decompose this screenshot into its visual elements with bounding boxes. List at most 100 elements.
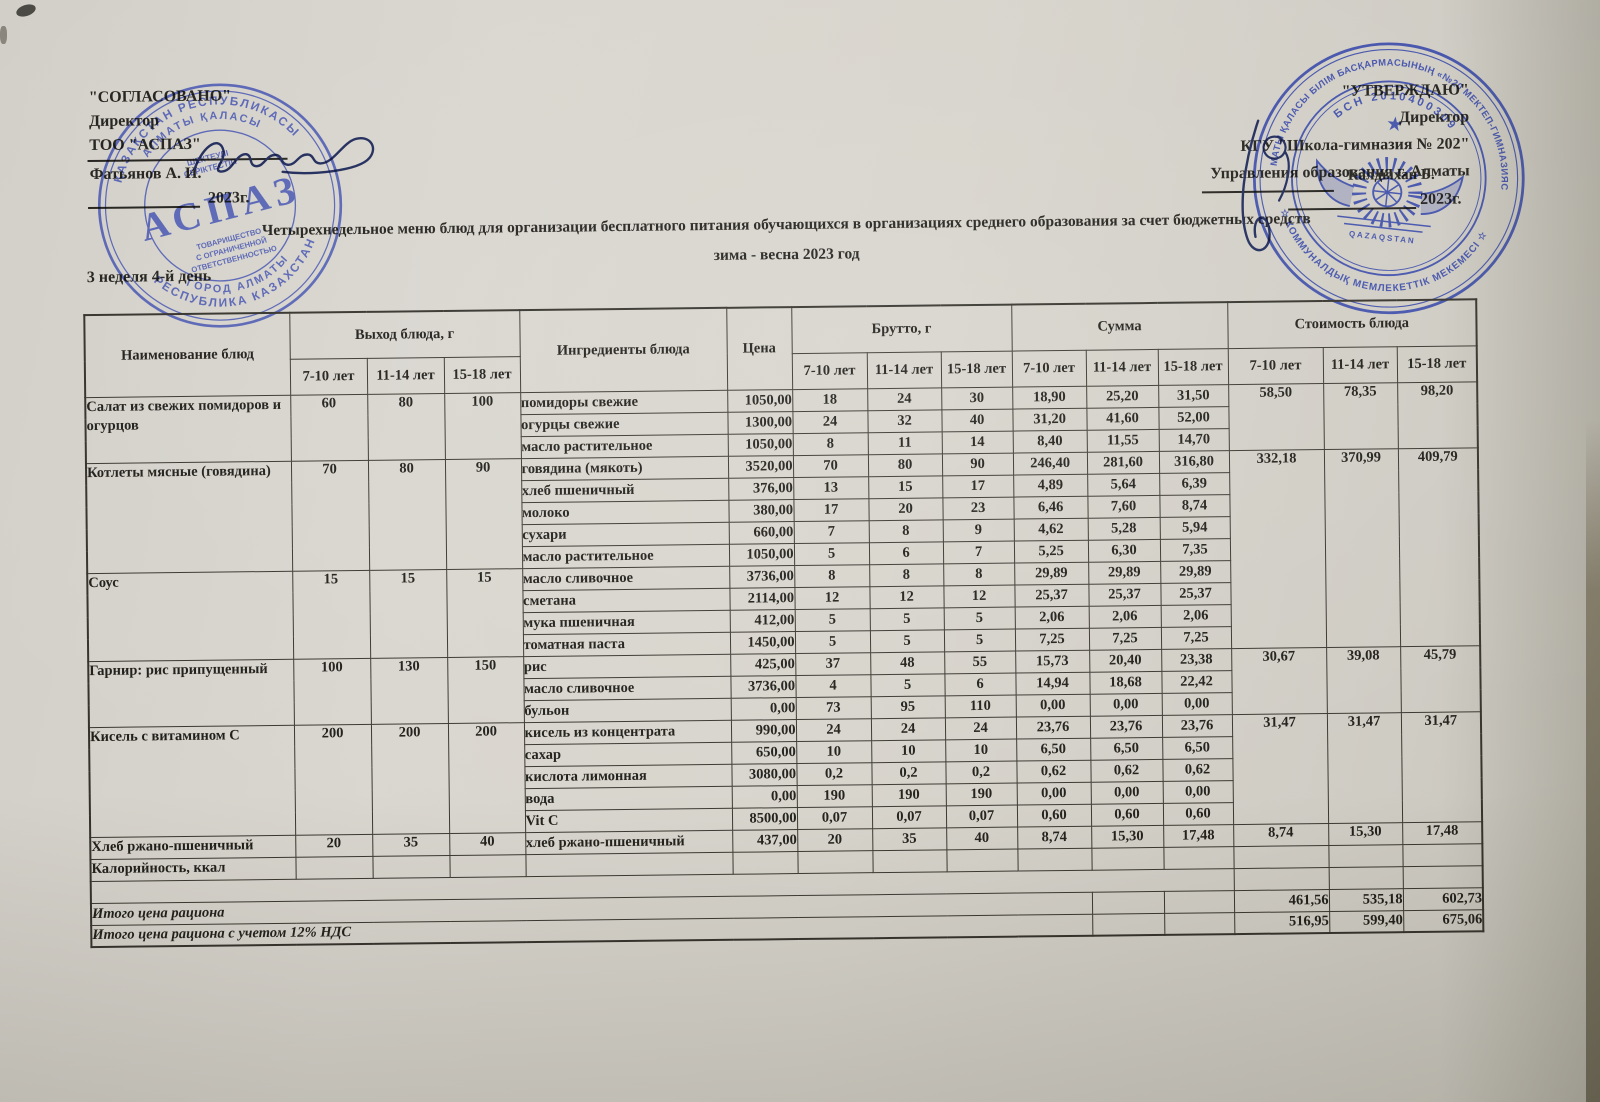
age-group-header: 15-18 лет [443, 356, 521, 394]
brutto-cell: 10 [796, 740, 872, 764]
brutto-cell: 5 [793, 542, 870, 566]
sum-cell: 5,94 [1159, 516, 1230, 539]
ingredient-cell: сметана [522, 587, 730, 613]
sum-cell: 2,06 [1088, 604, 1161, 628]
age-group-header: 15-18 лет [940, 350, 1013, 388]
dish-name-cell: Хлеб ржано-пшеничный [90, 834, 296, 860]
totals-value-cell: 675,06 [1403, 909, 1484, 933]
totals-value-cell: 516,95 [1234, 911, 1330, 935]
cost-cell: 31,47 [1326, 712, 1403, 824]
col-header-cost: Стоимость блюда [1227, 299, 1477, 349]
sum-cell: 5,64 [1087, 472, 1160, 496]
sum-cell: 6,50 [1090, 736, 1163, 760]
brutto-cell: 8 [794, 564, 870, 588]
brutto-cell: 48 [870, 651, 945, 675]
brutto-cell: 110 [944, 694, 1016, 718]
brutto-cell: 12 [869, 585, 944, 609]
brutto-cell: 55 [944, 650, 1016, 674]
brutto-cell: 5 [943, 606, 1015, 630]
cost-cell: 370,99 [1323, 448, 1401, 648]
output-cell: 80 [367, 393, 445, 460]
sum-cell: 14,94 [1015, 671, 1090, 695]
brutto-cell: 90 [941, 452, 1014, 476]
price-cell: 1050,00 [728, 543, 795, 566]
col-header-sum: Сумма [1011, 302, 1228, 351]
sum-cell: 281,60 [1086, 450, 1160, 474]
ingredient-cell: бульон [523, 697, 731, 723]
cost-cell: 31,47 [1400, 711, 1483, 823]
price-cell: 3736,00 [730, 675, 796, 698]
price-cell: 1450,00 [729, 631, 796, 654]
sum-cell: 4,62 [1013, 517, 1088, 541]
output-cell: 15 [446, 568, 524, 658]
sum-cell: 0,62 [1090, 758, 1163, 782]
ingredient-cell: хлеб пшеничный [521, 477, 729, 503]
dish-name-cell: Котлеты мясные (говядина) [85, 460, 293, 574]
sum-cell: 7,25 [1014, 627, 1090, 651]
sum-cell: 25,37 [1088, 582, 1161, 606]
ingredient-cell: говядина (мякоть) [520, 455, 729, 481]
brutto-cell: 7 [942, 540, 1015, 564]
sum-cell: 6,30 [1087, 538, 1161, 562]
sum-cell: 8,40 [1012, 429, 1087, 453]
price-cell: 1300,00 [727, 411, 793, 434]
sum-cell: 4,89 [1013, 473, 1088, 497]
price-cell: 0,00 [731, 785, 797, 808]
sum-cell: 11,55 [1086, 428, 1159, 452]
sum-cell: 29,89 [1088, 560, 1161, 584]
brutto-cell: 18 [792, 388, 868, 412]
empty-cell [1092, 912, 1165, 936]
brutto-cell: 95 [870, 695, 945, 719]
sum-cell: 41,60 [1086, 406, 1159, 430]
title-line2: зима - весна 2023 год [713, 245, 860, 264]
sum-cell: 25,37 [1014, 583, 1089, 607]
brutto-cell: 5 [870, 673, 945, 697]
sum-cell: 25,37 [1160, 582, 1231, 605]
output-cell: 60 [290, 393, 368, 461]
cost-cell: 8,74 [1233, 823, 1329, 847]
sum-cell: 18,90 [1012, 385, 1087, 409]
ingredient-cell: помидоры свежие [520, 389, 728, 415]
ingredient-cell: огурцы свежие [520, 411, 728, 437]
col-header-output: Выход блюда, г [289, 310, 520, 359]
sum-cell: 0,60 [1090, 802, 1164, 826]
ingredient-cell: масло сливочное [523, 675, 731, 701]
brutto-cell: 37 [795, 652, 871, 676]
brutto-cell: 10 [871, 739, 946, 763]
sum-cell: 23,76 [1161, 714, 1233, 737]
age-group-header: 11-14 лет [1322, 346, 1398, 384]
empty-cell [1017, 847, 1092, 871]
empty-cell [1163, 846, 1234, 869]
cost-cell: 98,20 [1397, 381, 1478, 449]
sum-cell: 31,20 [1012, 407, 1087, 431]
brutto-cell: 0,2 [945, 760, 1017, 784]
price-cell: 425,00 [730, 653, 796, 676]
brutto-cell: 5 [869, 607, 944, 631]
output-cell: 200 [370, 723, 450, 834]
price-cell: 660,00 [728, 521, 794, 544]
cost-cell: 58,50 [1228, 383, 1324, 451]
brutto-cell: 24 [867, 387, 942, 411]
price-cell: 3520,00 [727, 455, 794, 478]
sum-cell: 15,73 [1015, 649, 1090, 673]
menu-table: Наименование блюд Выход блюда, г Ингреди… [83, 298, 1485, 949]
sum-cell: 25,20 [1086, 384, 1159, 408]
output-cell: 200 [447, 722, 526, 833]
sum-cell: 6,50 [1162, 736, 1233, 759]
output-cell: 40 [449, 832, 526, 855]
age-group-header: 11-14 лет [866, 351, 942, 389]
price-cell: 1050,00 [727, 433, 793, 456]
ingredient-cell: сахар [524, 741, 732, 767]
sum-cell: 6,46 [1013, 495, 1088, 519]
price-cell: 412,00 [729, 609, 795, 632]
brutto-cell: 5 [794, 608, 870, 632]
stamp-star: ★ [1386, 114, 1404, 135]
cost-cell: 31,47 [1231, 713, 1329, 825]
brutto-cell: 0,07 [871, 805, 947, 829]
brutto-cell: 15 [868, 475, 943, 499]
dish-name-cell: Кисель с витамином С [88, 724, 296, 838]
brutto-cell: 190 [871, 783, 946, 807]
sum-cell: 0,00 [1162, 780, 1233, 803]
output-cell: 15 [369, 569, 448, 658]
price-cell: 650,00 [731, 741, 797, 764]
